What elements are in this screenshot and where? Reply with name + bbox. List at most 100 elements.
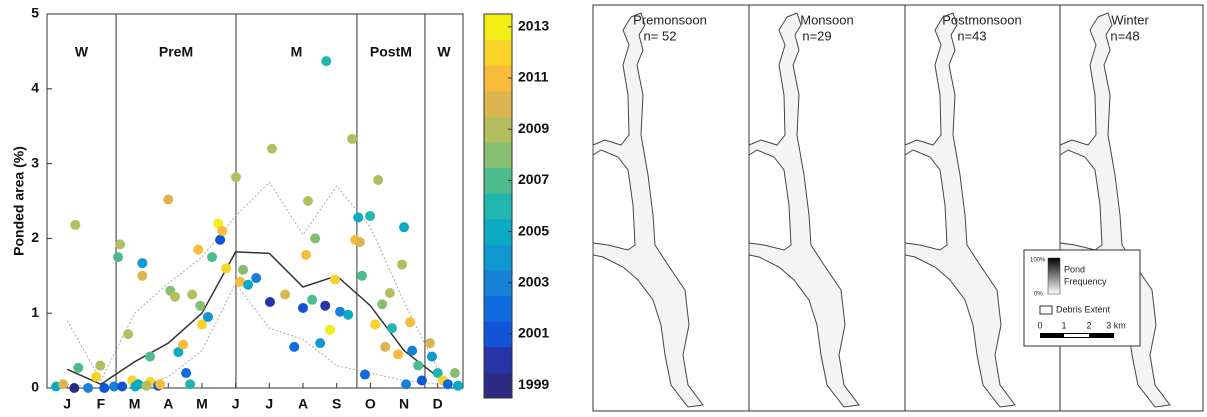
data-point xyxy=(73,362,84,373)
trend-line xyxy=(66,251,439,386)
map-legend xyxy=(1023,249,1141,347)
colorbar-band xyxy=(484,295,512,322)
data-point xyxy=(130,381,141,392)
x-tick-label: J xyxy=(63,396,71,412)
colorbar-band xyxy=(484,167,512,194)
x-tick-label: A xyxy=(298,396,308,412)
data-point xyxy=(289,341,300,352)
data-point xyxy=(243,279,254,290)
data-point xyxy=(343,309,354,320)
season-label: PostM xyxy=(370,44,412,60)
data-point xyxy=(432,368,443,379)
glacier-outline xyxy=(592,12,704,408)
data-point xyxy=(117,381,128,392)
x-tick-label: J xyxy=(265,396,273,412)
y-axis-label: Ponded area (%) xyxy=(11,146,27,256)
glacier-outline xyxy=(904,12,1016,408)
panel-title: Winter xyxy=(1111,12,1149,27)
panel-count: n= 52 xyxy=(644,28,677,43)
x-tick-label: J xyxy=(232,396,240,412)
data-point xyxy=(320,300,331,311)
data-point xyxy=(449,368,460,379)
data-point xyxy=(370,319,381,330)
x-tick-label: F xyxy=(97,396,106,412)
y-tick-label: 5 xyxy=(31,5,39,21)
data-point xyxy=(347,133,358,144)
data-point xyxy=(137,270,148,281)
data-point xyxy=(95,360,106,371)
scale-label: 3 km xyxy=(1106,320,1126,330)
data-point xyxy=(365,210,376,221)
glacier-outline xyxy=(748,12,860,408)
legend-label: Debris Extent xyxy=(1056,304,1111,314)
data-point xyxy=(416,375,427,386)
data-point xyxy=(235,276,246,287)
data-point xyxy=(267,143,278,154)
map-frame xyxy=(592,4,1204,412)
colorbar-tick-label: 2011 xyxy=(518,69,549,85)
data-point xyxy=(310,233,321,244)
frequency-ramp xyxy=(1047,257,1061,295)
data-point xyxy=(303,196,314,206)
data-point xyxy=(145,351,156,362)
data-point xyxy=(178,339,189,350)
data-point xyxy=(427,351,438,362)
data-point xyxy=(377,299,388,310)
data-point xyxy=(113,252,124,263)
data-point xyxy=(397,259,408,270)
data-point xyxy=(373,175,384,186)
data-point xyxy=(424,338,435,349)
data-point xyxy=(195,300,206,311)
colorbar-band xyxy=(484,116,512,143)
colorbar-tick-label: 2005 xyxy=(518,222,549,238)
maps: Premonsoon n= 52 Monsoon n=29 Postmonsoo… xyxy=(592,4,1204,412)
data-point xyxy=(215,234,226,245)
colorbar-tick-label: 2007 xyxy=(518,171,549,187)
x-tick-label: A xyxy=(163,396,173,412)
data-point xyxy=(330,274,340,285)
data-point xyxy=(238,264,249,275)
data-point xyxy=(123,329,134,340)
colorbar-frame xyxy=(483,13,513,399)
data-point xyxy=(141,380,152,391)
x-tick-label: D xyxy=(433,396,443,412)
season-label: W xyxy=(75,44,89,60)
panel-title: Monsoon xyxy=(800,12,853,27)
data-point xyxy=(452,380,463,391)
data-point xyxy=(213,218,224,229)
data-point xyxy=(384,288,395,299)
legend-label: Pond xyxy=(1064,264,1085,274)
data-point xyxy=(137,258,148,269)
colorbar-tick-label: 2001 xyxy=(518,325,549,341)
colorbar-band xyxy=(484,372,512,399)
data-point xyxy=(413,360,424,371)
data-point xyxy=(217,225,228,236)
legend-label: 0% xyxy=(1034,292,1043,298)
data-point xyxy=(399,222,410,233)
data-point xyxy=(280,289,291,300)
data-point xyxy=(70,219,81,230)
colorbar-tick-label: 1999 xyxy=(518,376,549,392)
trend-line xyxy=(67,282,438,389)
panel-count: n=43 xyxy=(957,28,986,43)
trend-line xyxy=(66,181,439,382)
data-point xyxy=(196,319,207,330)
season-label: W xyxy=(437,44,451,60)
colorbar-band xyxy=(484,14,512,41)
colorbar-band xyxy=(484,193,512,220)
data-point xyxy=(187,289,198,300)
colorbar-band xyxy=(484,321,512,348)
data-point xyxy=(356,270,367,281)
data-point xyxy=(99,383,110,393)
colorbar-band xyxy=(484,346,512,373)
data-point xyxy=(181,368,192,379)
debris-swatch xyxy=(1039,305,1053,315)
data-point xyxy=(321,56,332,67)
x-tick-label: M xyxy=(196,396,208,412)
data-point xyxy=(380,341,391,352)
data-point xyxy=(307,294,318,305)
data-point xyxy=(324,324,335,335)
panel-title: Premonsoon xyxy=(633,12,707,27)
scale-bar xyxy=(1064,334,1089,337)
data-point xyxy=(155,379,166,390)
